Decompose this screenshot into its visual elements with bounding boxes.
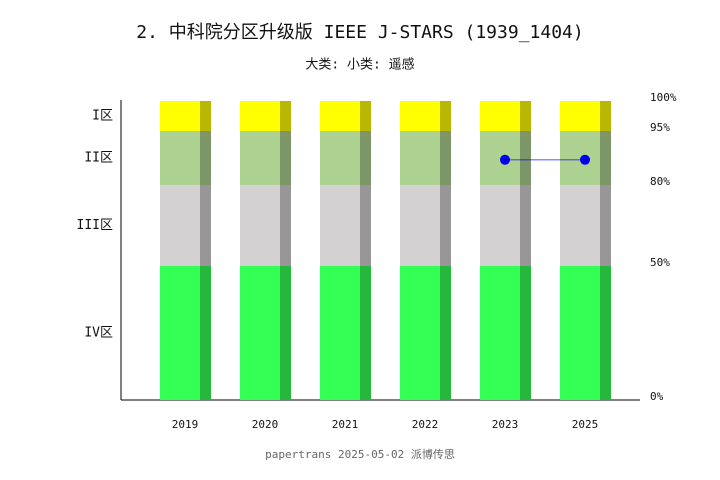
legend-label: III区: [77, 218, 113, 233]
bar-face: [480, 266, 520, 400]
x-tick-label: 2023: [492, 418, 519, 431]
x-tick-label: 2025: [572, 418, 599, 431]
footer: papertrans 2025-05-02 派博传思: [265, 448, 455, 461]
legend-label: IV区: [84, 326, 113, 341]
bar-side: [360, 131, 371, 185]
bar-side: [520, 131, 531, 185]
bar-segment: [400, 185, 451, 266]
bar-segment: [240, 101, 291, 131]
bar-face: [160, 266, 200, 400]
line-point: [580, 154, 590, 165]
bar-segment: [320, 266, 371, 400]
bar-segment: [320, 185, 371, 266]
bar-segment: [320, 131, 371, 185]
legend-label: II区: [84, 151, 113, 166]
bar-segment: [560, 101, 611, 131]
bar-segment: [400, 101, 451, 131]
chart-title: 2. 中科院分区升级版 IEEE J-STARS (1939_1404): [136, 22, 583, 43]
bar-face: [480, 185, 520, 266]
x-tick-label: 2022: [412, 418, 439, 431]
bar-side: [280, 266, 291, 400]
x-tick-label: 2019: [172, 418, 199, 431]
y-tick-label: 80%: [650, 175, 670, 188]
bar-side: [200, 266, 211, 400]
bar-side: [200, 131, 211, 185]
bar-segment: [320, 101, 371, 131]
bar-side: [520, 266, 531, 400]
bar-side: [280, 101, 291, 131]
chart-subtitle: 大类: 小类: 遥感: [305, 57, 414, 73]
bar-side: [280, 185, 291, 266]
bar-face: [240, 185, 280, 266]
x-tick-label: 2020: [252, 418, 279, 431]
bar-segment: [480, 185, 531, 266]
bar-segment: [240, 131, 291, 185]
x-tick-label: 2021: [332, 418, 359, 431]
y-tick-label: 0%: [650, 390, 664, 403]
bar-face: [480, 101, 520, 131]
bar-segment: [160, 101, 211, 131]
line-point: [500, 154, 510, 165]
bar-segment: [400, 131, 451, 185]
bar-segment: [480, 101, 531, 131]
bar-side: [600, 131, 611, 185]
bar-segment: [240, 185, 291, 266]
bar-face: [560, 101, 600, 131]
y-tick-label: 50%: [650, 256, 670, 269]
y-tick-label: 95%: [650, 121, 670, 134]
bar-face: [160, 185, 200, 266]
y-tick-label: 100%: [650, 91, 677, 104]
bar-side: [440, 131, 451, 185]
bar-face: [240, 266, 280, 400]
bar-side: [520, 185, 531, 266]
bar-side: [200, 185, 211, 266]
bar-face: [240, 131, 280, 185]
bar-side: [600, 266, 611, 400]
bar-side: [200, 101, 211, 131]
bar-side: [360, 266, 371, 400]
bar-face: [400, 185, 440, 266]
bar-side: [360, 101, 371, 131]
bar-face: [560, 266, 600, 400]
bar-face: [400, 266, 440, 400]
bar-side: [440, 185, 451, 266]
bar-face: [160, 131, 200, 185]
bar-segment: [560, 266, 611, 400]
bar-segment: [400, 266, 451, 400]
bar-face: [480, 131, 520, 185]
bar-segment: [160, 266, 211, 400]
bar-face: [160, 101, 200, 131]
bar-segment: [240, 266, 291, 400]
bar-side: [520, 101, 531, 131]
bar-face: [320, 131, 360, 185]
bar-segment: [160, 131, 211, 185]
bar-segment: [560, 131, 611, 185]
bar-side: [440, 266, 451, 400]
bar-face: [400, 101, 440, 131]
bar-segment: [480, 266, 531, 400]
bar-segment: [560, 185, 611, 266]
bar-side: [600, 101, 611, 131]
bar-side: [280, 131, 291, 185]
legend-label: I区: [92, 109, 113, 124]
bar-side: [440, 101, 451, 131]
bar-face: [320, 101, 360, 131]
bar-face: [400, 131, 440, 185]
bar-side: [360, 185, 371, 266]
bar-face: [560, 185, 600, 266]
bar-segment: [480, 131, 531, 185]
bar-segment: [160, 185, 211, 266]
bar-side: [600, 185, 611, 266]
bar-face: [240, 101, 280, 131]
bar-face: [560, 131, 600, 185]
bar-face: [320, 185, 360, 266]
bar-face: [320, 266, 360, 400]
